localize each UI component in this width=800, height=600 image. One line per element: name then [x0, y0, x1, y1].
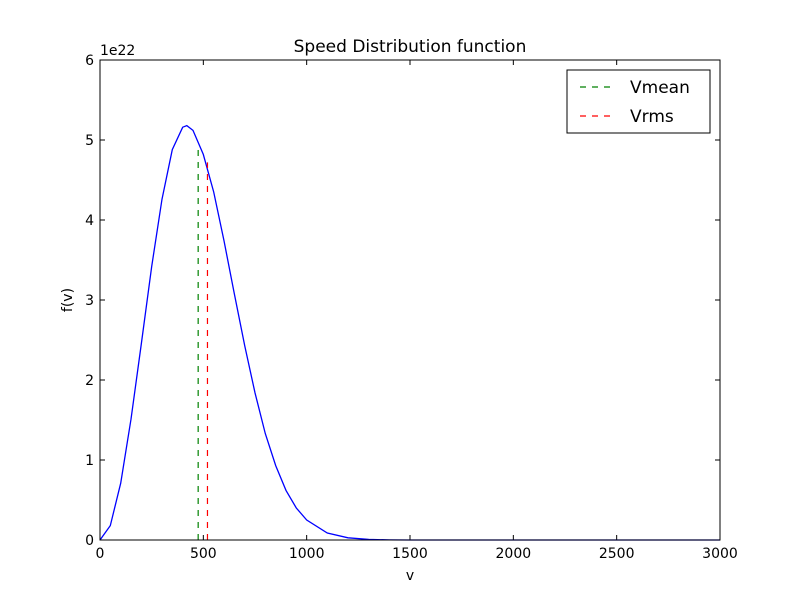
distribution-curve — [99, 124, 720, 541]
x-tick-label: 3000 — [702, 546, 738, 562]
x-axis-label: v — [406, 568, 414, 584]
y-tick-label: 0 — [85, 533, 94, 549]
y-tick-label: 6 — [85, 53, 94, 69]
plot-frame — [99, 59, 721, 541]
legend: Vmean Vrms — [566, 69, 711, 134]
chart-title: Speed Distribution function — [294, 37, 527, 57]
y-tick-label: 1 — [85, 453, 94, 469]
y-axis-label: f(v) — [60, 288, 76, 312]
x-tick-label: 2000 — [496, 546, 532, 562]
x-tick-label: 1500 — [392, 546, 428, 562]
x-tick-label: 1000 — [289, 546, 325, 562]
x-tick-label: 2500 — [599, 546, 635, 562]
plot-area — [99, 124, 720, 541]
x-tick-label: 0 — [96, 546, 105, 562]
y-tick-label: 4 — [85, 213, 94, 229]
x-tick-label: 500 — [190, 546, 217, 562]
legend-vmean-label: Vmean — [630, 78, 690, 98]
y-tick-label: 3 — [85, 293, 94, 309]
legend-vrms-label: Vrms — [630, 107, 674, 127]
y-tick-label: 2 — [85, 373, 94, 389]
y-tick-label: 5 — [85, 133, 94, 149]
axis-ticks: 0 500 1000 1500 2000 2500 3000 0 1 2 3 4 5 6 — [85, 53, 738, 562]
legend-box — [566, 69, 711, 134]
y-scale-label: 1e22 — [100, 43, 135, 59]
